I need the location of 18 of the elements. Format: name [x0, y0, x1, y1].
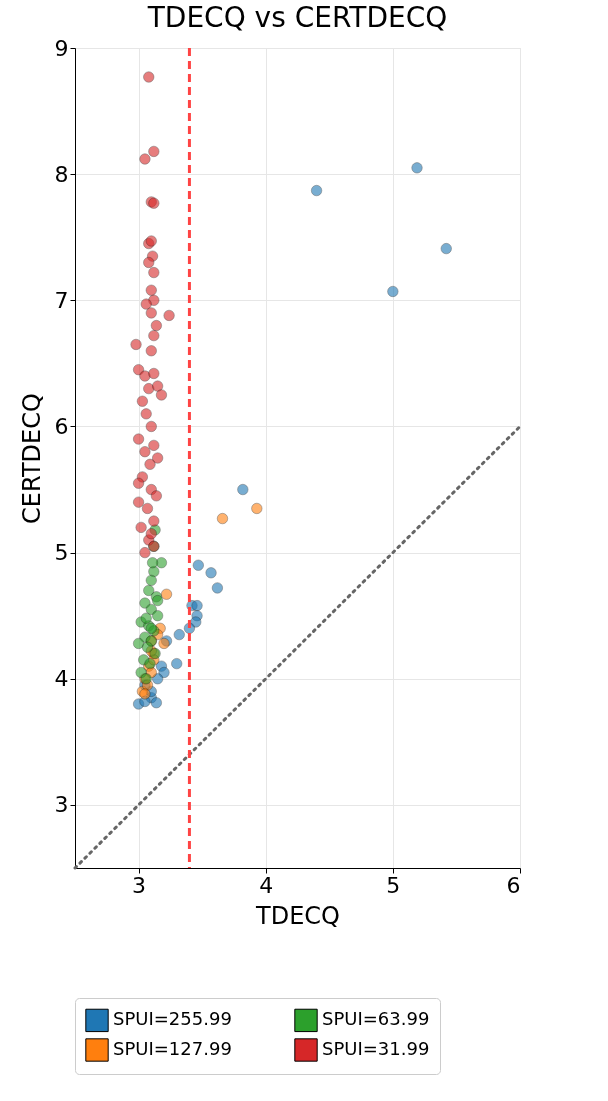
x-tick-label: 3: [132, 872, 147, 898]
legend-label: SPUI=63.99: [322, 1008, 430, 1030]
x-tick-label: 5: [386, 872, 401, 898]
y-tick-label: 7: [54, 287, 69, 313]
x-axis-title: TDECQ: [255, 901, 340, 930]
legend-label: SPUI=255.99: [113, 1008, 232, 1030]
legend-label: SPUI=31.99: [322, 1038, 430, 1059]
x-tick-label: 6: [506, 872, 521, 898]
legend-label: SPUI=127.99: [113, 1038, 232, 1059]
y-axis-title: CERTDECQ: [17, 393, 46, 524]
y-tick-label: 8: [54, 161, 69, 187]
y-tick-label: 5: [54, 540, 69, 566]
y-tick-label: 4: [54, 666, 69, 692]
y-tick-label: 3: [54, 792, 69, 818]
y-tick-label: 9: [54, 35, 69, 61]
y-tick-label: 6: [54, 413, 69, 439]
chart-title: TDECQ vs CERTDECQ: [146, 1, 448, 34]
x-tick-label: 4: [259, 872, 274, 898]
